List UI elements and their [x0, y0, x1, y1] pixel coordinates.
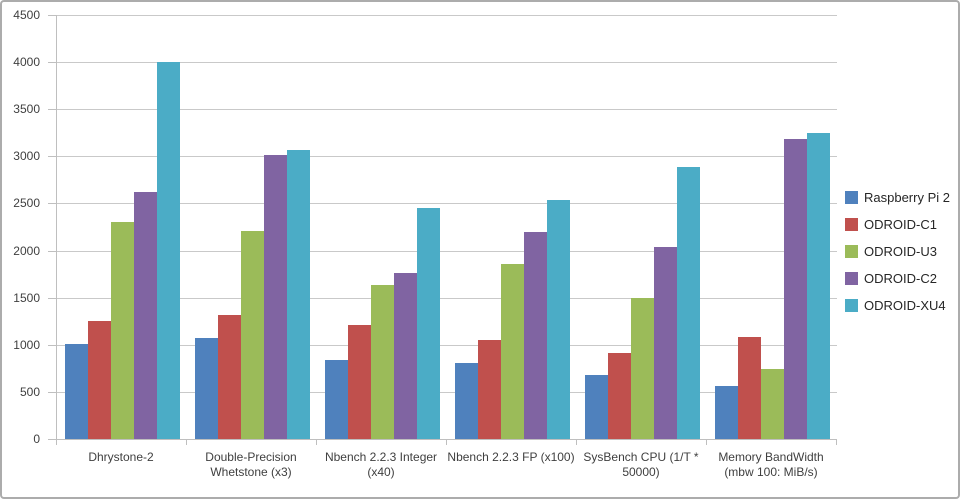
legend-label: ODROID-C2	[864, 271, 937, 286]
bar-group	[447, 15, 577, 439]
gridline	[57, 62, 837, 64]
y-axis-tick-label: 1000	[13, 337, 40, 352]
bar	[500, 263, 524, 439]
bar	[607, 353, 631, 439]
x-axis-category-label: Dhrystone-2	[88, 450, 154, 464]
y-axis-tick	[48, 62, 56, 64]
bar	[806, 132, 830, 439]
gridline	[57, 203, 837, 205]
bar	[737, 337, 761, 439]
x-axis-tick	[576, 440, 577, 445]
bar	[676, 166, 700, 439]
bar	[87, 321, 111, 439]
bar	[760, 369, 784, 439]
y-axis-tick-label: 4500	[13, 8, 40, 22]
bar	[523, 231, 547, 439]
legend-swatch	[845, 272, 858, 285]
gridline	[57, 15, 837, 16]
legend-label: ODROID-U3	[864, 244, 937, 259]
bar	[217, 314, 241, 439]
bar-group	[317, 15, 447, 439]
x-axis-tick	[316, 440, 317, 445]
gridline	[57, 391, 837, 393]
bar-groups	[57, 15, 837, 439]
bar	[194, 337, 218, 439]
legend-label: Raspberry Pi 2	[864, 190, 950, 205]
x-axis-tick	[706, 440, 707, 445]
gridline	[57, 297, 837, 299]
gridline	[57, 109, 837, 111]
plot-area	[56, 15, 837, 440]
bar	[286, 149, 310, 439]
legend-item: ODROID-C1	[845, 217, 950, 232]
legend-item: ODROID-XU4	[845, 298, 950, 313]
x-axis-category-label: Memory BandWidth (mbw 100: MiB/s)	[718, 450, 824, 479]
bar	[347, 325, 371, 439]
legend-item: ODROID-C2	[845, 271, 950, 286]
gridline	[57, 344, 837, 346]
legend-label: ODROID-C1	[864, 217, 937, 232]
x-axis-labels: Dhrystone-2 Double-Precision Whetstone (x…	[56, 450, 836, 480]
legend-label: ODROID-XU4	[864, 298, 946, 313]
bar	[584, 375, 608, 439]
bar	[324, 359, 348, 439]
legend-swatch	[845, 245, 858, 258]
bar	[133, 192, 157, 439]
legend-swatch	[845, 299, 858, 312]
bar	[477, 340, 501, 439]
legend: Raspberry Pi 2 ODROID-C1 ODROID-U3 ODROID-C…	[845, 190, 950, 313]
y-axis-tick-label: 1500	[13, 290, 40, 305]
y-axis-tick	[48, 439, 56, 440]
y-axis-tick	[48, 297, 56, 299]
y-axis-tick	[48, 109, 56, 111]
y-axis-tick-label: 0	[33, 432, 40, 446]
bar	[783, 139, 807, 439]
bar	[240, 230, 264, 439]
y-axis-tick-label: 2500	[13, 196, 40, 211]
bar	[393, 273, 417, 439]
x-axis-tick	[186, 440, 187, 445]
bar	[714, 386, 738, 439]
bar-group	[707, 15, 837, 439]
bar	[454, 362, 478, 439]
y-axis-tick-label: 3000	[13, 149, 40, 164]
y-axis-tick-label: 4000	[13, 55, 40, 70]
bar	[630, 297, 654, 439]
y-axis-tick	[48, 156, 56, 158]
bar	[653, 246, 677, 439]
bar	[546, 199, 570, 439]
y-axis-tick-label: 2000	[13, 243, 40, 258]
bar-group	[577, 15, 707, 439]
y-axis-tick	[48, 203, 56, 205]
legend-item: Raspberry Pi 2	[845, 190, 950, 205]
x-axis-category-label: Nbench 2.2.3 FP (x100)	[447, 450, 575, 464]
x-axis-category-label: Double-Precision Whetstone (x3)	[205, 450, 297, 479]
bar	[263, 155, 287, 439]
bar	[64, 343, 88, 439]
bar-group	[187, 15, 317, 439]
gridline	[57, 156, 837, 158]
bar	[110, 222, 134, 439]
x-axis-tick	[56, 440, 57, 445]
y-axis-tick-label: 500	[19, 384, 40, 399]
y-axis-tick	[48, 344, 56, 346]
bar	[416, 208, 440, 439]
legend-swatch	[845, 218, 858, 231]
bar	[370, 284, 394, 439]
bar-group	[57, 15, 187, 439]
x-axis-category-label: SysBench CPU (1/T * 50000)	[583, 450, 699, 479]
x-axis-tick	[836, 440, 837, 445]
x-axis-tick	[446, 440, 447, 445]
y-axis-tick-label: 3500	[13, 102, 40, 117]
x-axis-category-label: Nbench 2.2.3 Integer (x40)	[324, 450, 438, 479]
legend-item: ODROID-U3	[845, 244, 950, 259]
legend-swatch	[845, 191, 858, 204]
bar	[156, 62, 180, 439]
y-axis-tick	[48, 391, 56, 393]
gridline	[57, 250, 837, 252]
y-axis-tick	[48, 15, 56, 16]
y-axis-tick	[48, 250, 56, 252]
